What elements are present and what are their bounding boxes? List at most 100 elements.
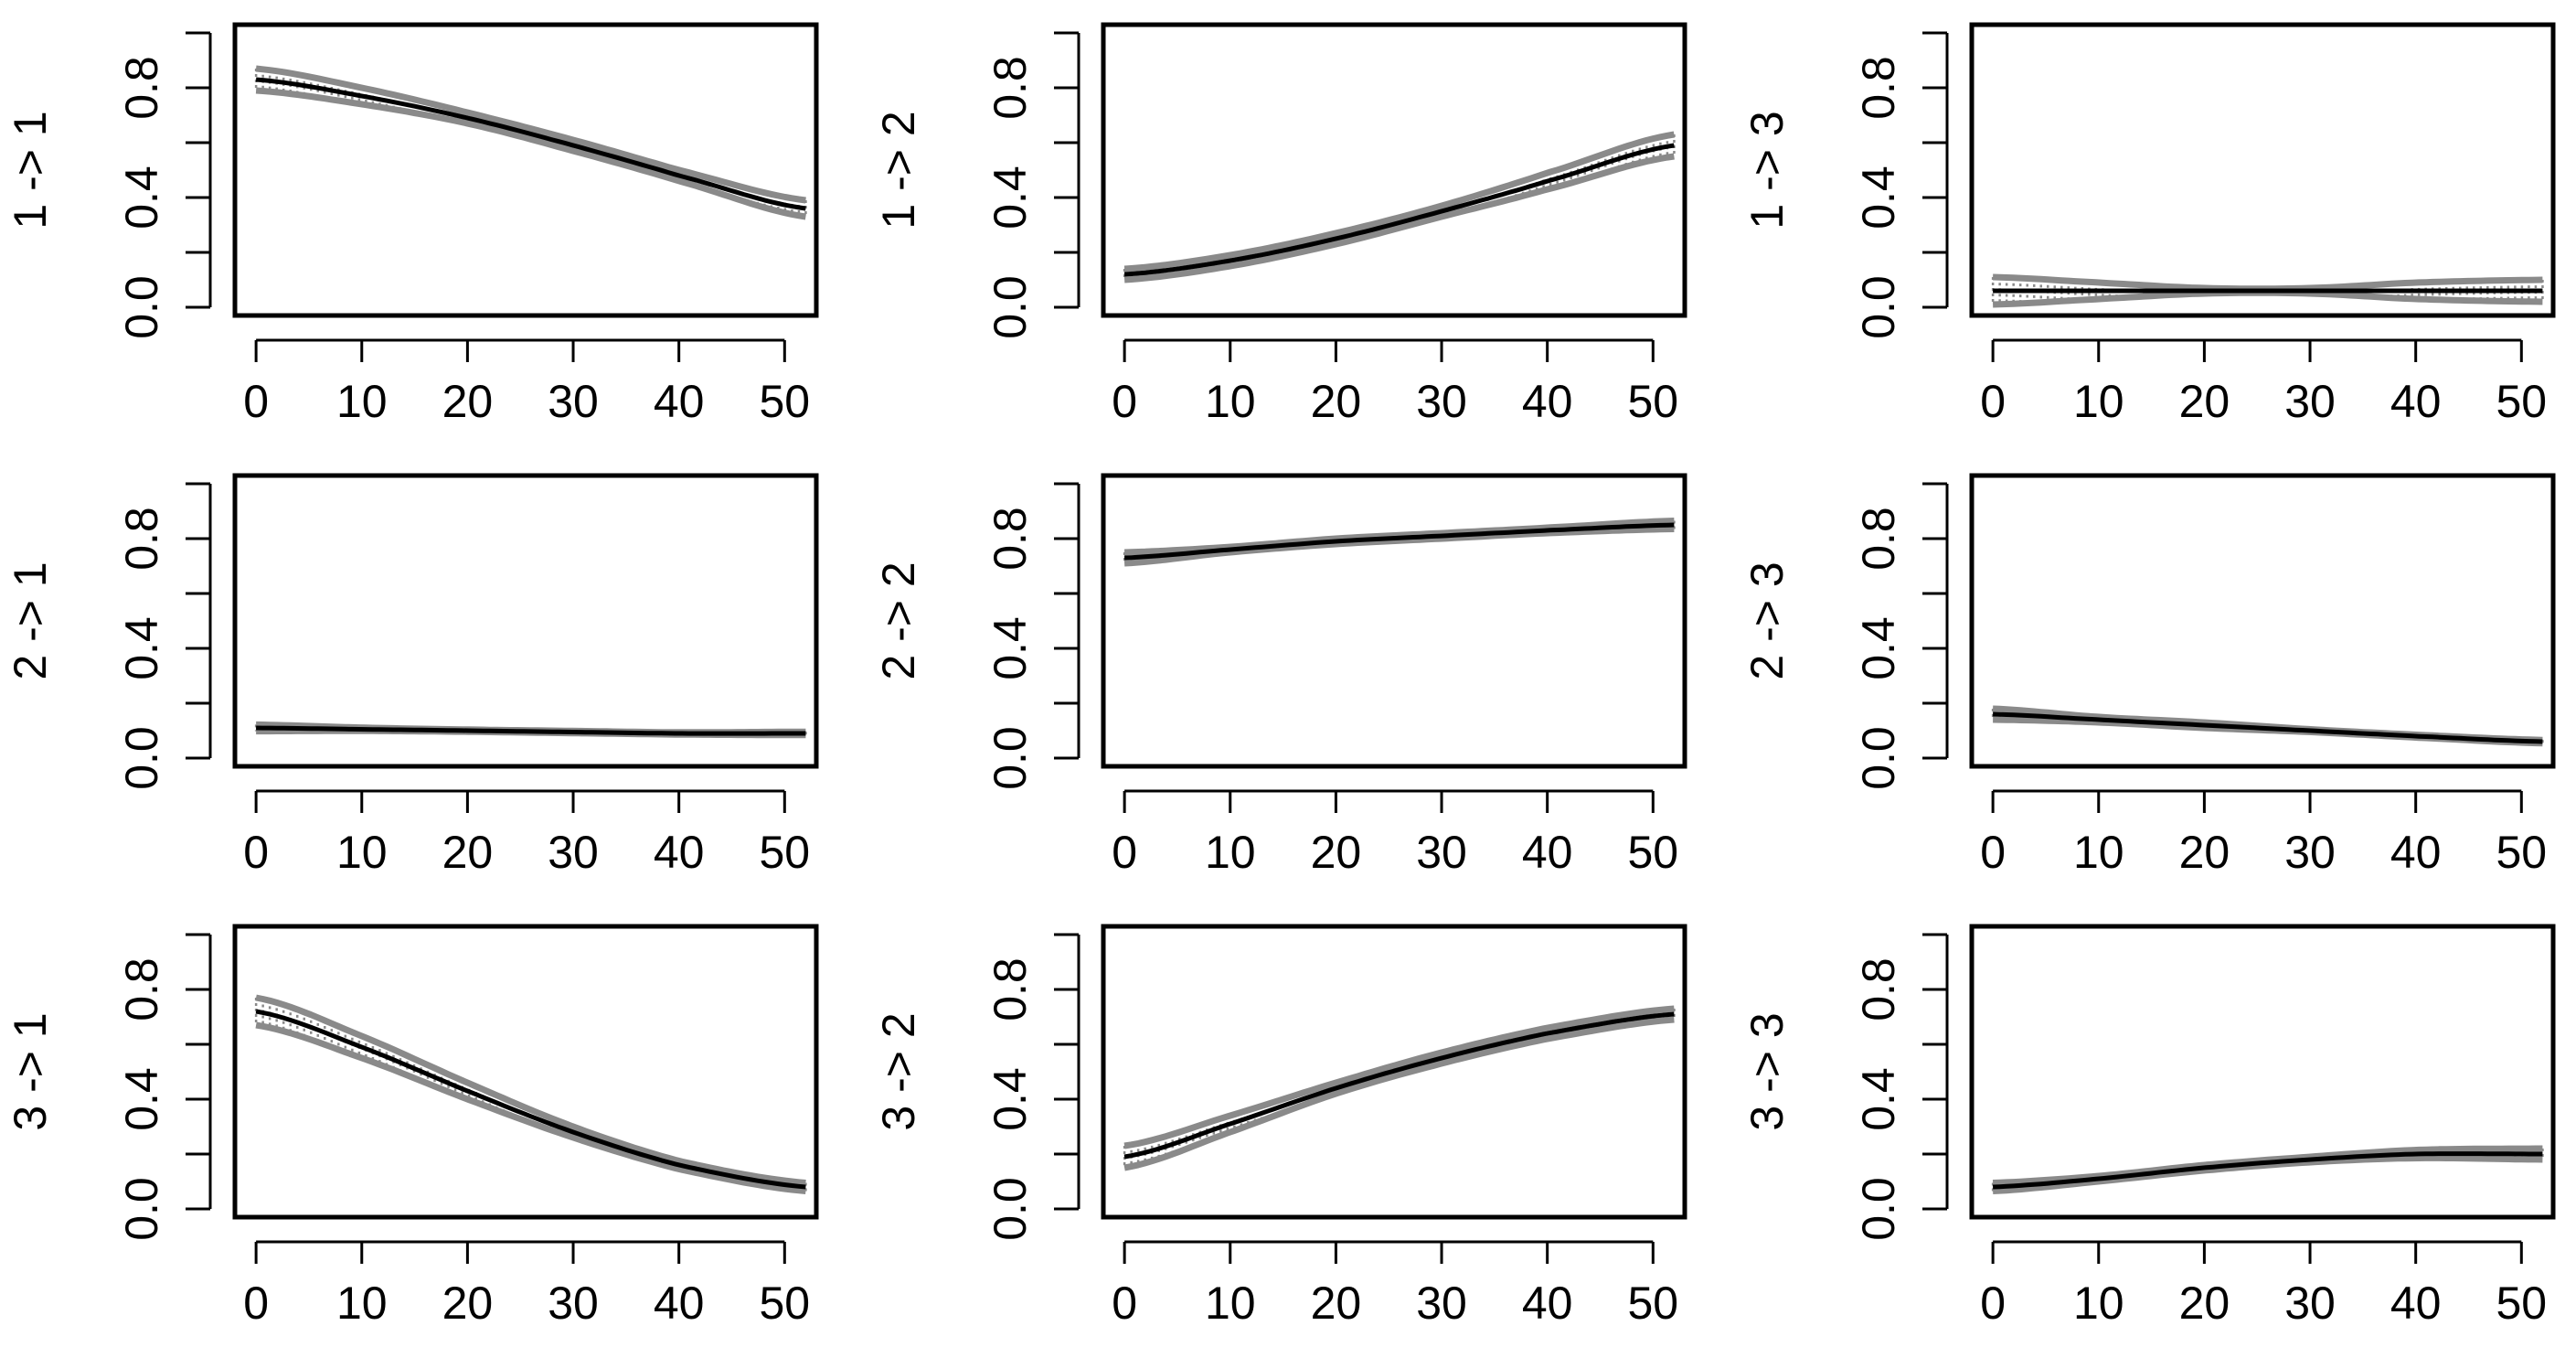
x-tick-label: 20 — [2179, 1278, 2230, 1329]
x-tick-label: 30 — [1416, 1278, 1467, 1329]
y-axis: 0.0 0.4 0.8 — [985, 31, 1080, 339]
y-tick-label: 0.0 — [116, 726, 167, 790]
x-tick-label: 30 — [548, 1278, 599, 1329]
plot-frame — [1969, 473, 2556, 769]
y-tick-label: 0.4 — [985, 1067, 1036, 1131]
x-tick-label: 40 — [2390, 376, 2442, 427]
upper-band-line — [1124, 518, 1675, 556]
panel-3: 0.0 0.4 0.8 0 10 20 30 40 50 2 -> 1 — [5, 473, 819, 878]
estimate-line — [255, 77, 806, 211]
x-tick-label: 50 — [759, 1278, 810, 1329]
y-tick-label: 0.8 — [985, 507, 1036, 571]
x-tick-label: 40 — [654, 376, 705, 427]
panel-1: 0.0 0.4 0.8 0 10 20 30 40 50 1 -> 2 — [873, 22, 1687, 427]
x-tick-label: 40 — [1522, 1278, 1573, 1329]
x-tick-label: 0 — [243, 1278, 269, 1329]
y-axis: 0.0 0.4 0.8 — [985, 482, 1080, 790]
y-tick-label: 0.0 — [116, 1177, 167, 1241]
y-axis: 0.0 0.4 0.8 — [1853, 31, 1949, 339]
x-tick-label: 10 — [336, 376, 388, 427]
plot-frame — [1101, 924, 1687, 1220]
x-tick-label: 10 — [2073, 1278, 2124, 1329]
y-tick-label: 0.8 — [985, 957, 1036, 1021]
x-tick-label: 30 — [548, 376, 599, 427]
y-axis-label: 1 -> 3 — [1741, 111, 1793, 229]
x-tick-label: 50 — [2496, 1278, 2547, 1329]
y-axis-label: 1 -> 1 — [5, 111, 56, 229]
plot-frame — [232, 473, 819, 769]
x-tick-label: 10 — [1205, 1278, 1256, 1329]
x-tick-label: 20 — [442, 376, 494, 427]
y-axis-label: 2 -> 1 — [5, 561, 56, 679]
y-axis: 0.0 0.4 0.8 — [116, 31, 212, 339]
x-tick-label: 10 — [1205, 376, 1256, 427]
x-axis: 0 10 20 30 40 50 — [1112, 1240, 1678, 1329]
x-tick-label: 10 — [336, 1278, 388, 1329]
x-axis: 0 10 20 30 40 50 — [1112, 789, 1678, 878]
lower-band-line — [1992, 1154, 2543, 1194]
y-tick-label: 0.4 — [1853, 1067, 1904, 1131]
x-tick-label: 30 — [1416, 827, 1467, 878]
y-axis: 0.0 0.4 0.8 — [985, 933, 1080, 1241]
x-axis: 0 10 20 30 40 50 — [243, 789, 810, 878]
y-axis-label: 2 -> 2 — [873, 561, 924, 679]
upper-band-line — [1123, 1005, 1675, 1149]
y-tick-label: 0.4 — [985, 166, 1036, 230]
x-tick-label: 40 — [654, 827, 705, 878]
y-tick-label: 0.4 — [985, 616, 1036, 680]
x-tick-label: 50 — [1627, 376, 1678, 427]
y-axis-label: 2 -> 3 — [1741, 561, 1793, 679]
x-axis: 0 10 20 30 40 50 — [243, 338, 810, 427]
x-tick-label: 40 — [1522, 827, 1573, 878]
panel-6: 0.0 0.4 0.8 0 10 20 30 40 50 3 -> 1 — [5, 924, 819, 1329]
x-tick-label: 0 — [1980, 1278, 2006, 1329]
x-tick-label: 30 — [2284, 1278, 2336, 1329]
y-tick-label: 0.4 — [116, 616, 167, 680]
y-tick-label: 0.0 — [116, 275, 167, 339]
y-tick-label: 0.0 — [985, 275, 1036, 339]
panel-5: 0.0 0.4 0.8 0 10 20 30 40 50 2 -> 3 — [1741, 473, 2556, 878]
x-tick-label: 40 — [2390, 1278, 2442, 1329]
x-tick-label: 30 — [1416, 376, 1467, 427]
x-tick-label: 10 — [336, 827, 388, 878]
lower-band-line — [1123, 1016, 1675, 1171]
y-tick-label: 0.8 — [116, 957, 167, 1021]
y-axis-label: 1 -> 2 — [873, 111, 924, 229]
x-axis: 0 10 20 30 40 50 — [1112, 338, 1678, 427]
x-tick-label: 20 — [442, 1278, 494, 1329]
lower-band-line — [255, 87, 806, 220]
y-tick-label: 0.8 — [116, 507, 167, 571]
y-axis: 0.0 0.4 0.8 — [1853, 933, 1949, 1241]
x-axis: 0 10 20 30 40 50 — [1980, 1240, 2547, 1329]
lower-band-line — [1123, 153, 1675, 283]
panel-2: 0.0 0.4 0.8 0 10 20 30 40 50 1 -> 3 — [1741, 22, 2556, 427]
plot-frame — [1969, 924, 2556, 1220]
x-tick-label: 0 — [243, 376, 269, 427]
panel-4: 0.0 0.4 0.8 0 10 20 30 40 50 2 -> 2 — [873, 473, 1687, 878]
x-tick-label: 10 — [1205, 827, 1256, 878]
x-axis: 0 10 20 30 40 50 — [1980, 338, 2547, 427]
x-tick-label: 0 — [1112, 376, 1137, 427]
upper-band-line — [255, 65, 806, 204]
estimate-line — [1123, 1011, 1675, 1160]
y-axis-label: 3 -> 2 — [873, 1012, 924, 1130]
y-axis-label: 3 -> 1 — [5, 1012, 56, 1130]
x-tick-label: 20 — [1311, 1278, 1362, 1329]
y-tick-label: 0.4 — [116, 1067, 167, 1131]
upper-band-line — [1123, 131, 1675, 273]
y-tick-label: 0.0 — [1853, 275, 1904, 339]
x-tick-label: 20 — [2179, 376, 2230, 427]
y-tick-label: 0.0 — [1853, 726, 1904, 790]
y-tick-label: 0.8 — [1853, 507, 1904, 571]
x-tick-label: 20 — [2179, 827, 2230, 878]
x-tick-label: 50 — [759, 376, 810, 427]
y-axis-label: 3 -> 3 — [1741, 1012, 1793, 1130]
x-tick-label: 50 — [1627, 1278, 1678, 1329]
estimate-line — [256, 725, 806, 736]
x-tick-label: 10 — [2073, 827, 2124, 878]
lower-band-line — [255, 1021, 806, 1194]
x-axis: 0 10 20 30 40 50 — [243, 1240, 810, 1329]
x-tick-label: 50 — [2496, 827, 2547, 878]
x-tick-label: 30 — [2284, 376, 2336, 427]
panel-0: 0.0 0.4 0.8 0 10 20 30 40 50 1 -> 1 — [5, 22, 819, 427]
